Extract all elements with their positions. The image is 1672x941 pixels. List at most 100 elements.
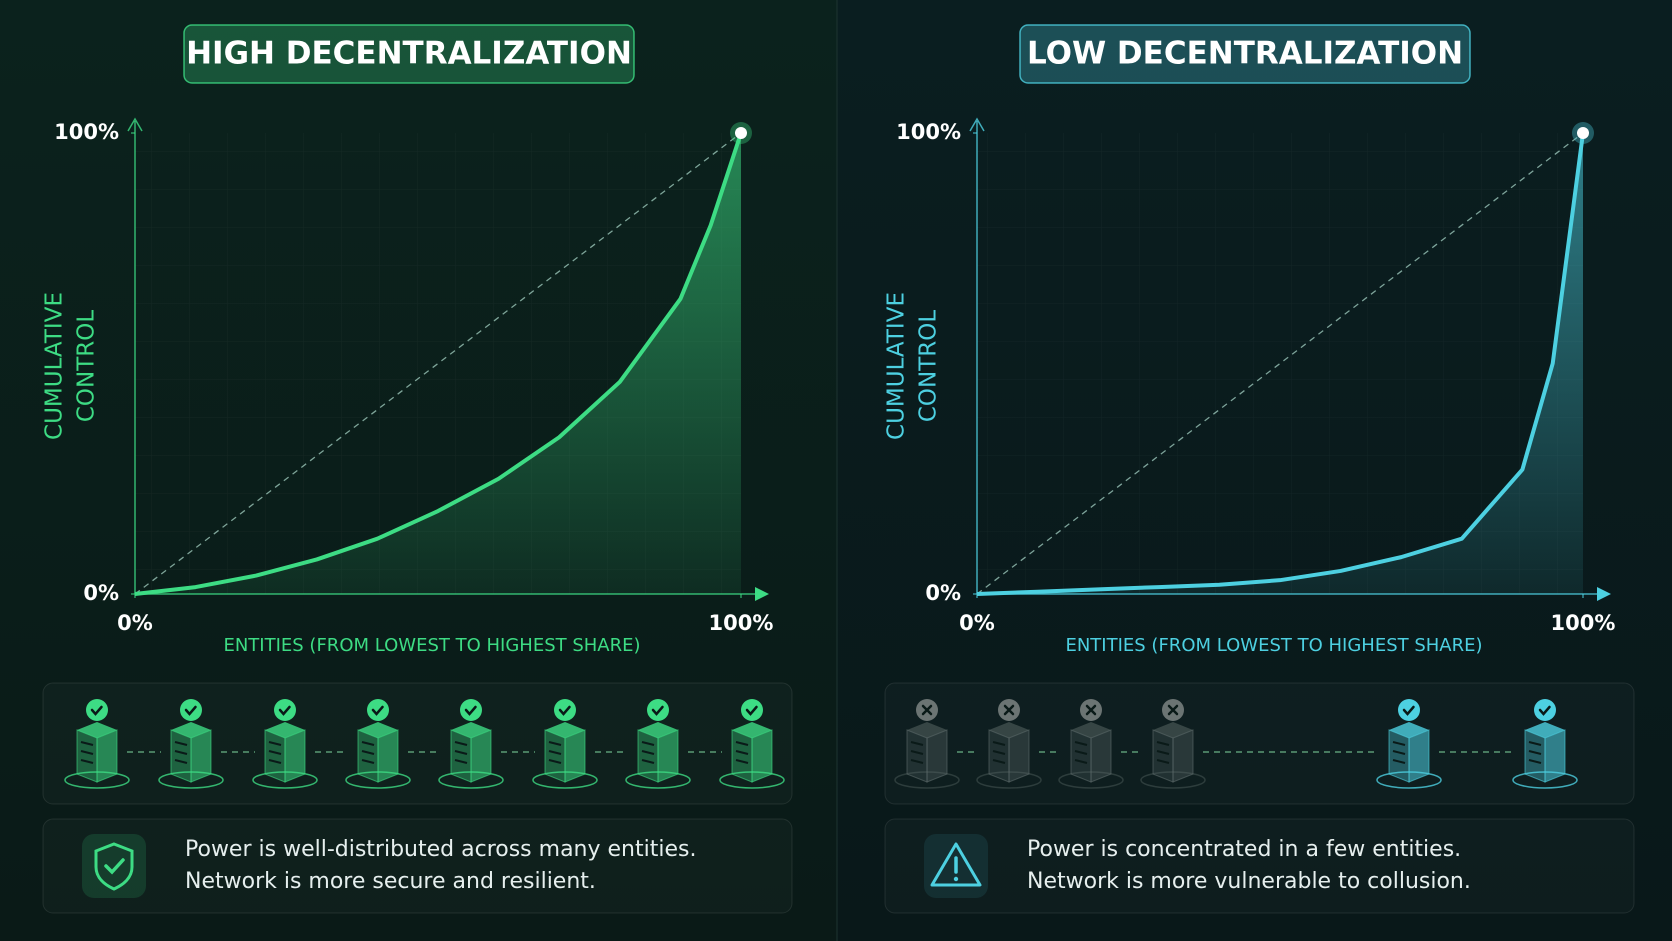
x-tick-label: 0%	[959, 611, 995, 635]
server-left	[170, 729, 192, 783]
status-badge	[554, 699, 576, 721]
server-slot	[1528, 750, 1542, 755]
check-icon	[1538, 705, 1551, 716]
server-slot	[80, 759, 94, 764]
status-badge	[86, 699, 108, 721]
server-right	[470, 729, 492, 783]
server-top	[1525, 722, 1565, 738]
check-icon	[745, 705, 758, 716]
x-icon	[1167, 704, 1179, 716]
server-right	[1408, 729, 1430, 783]
check-icon	[184, 705, 197, 716]
chart-title: HIGH DECENTRALIZATION	[186, 36, 632, 72]
status-badge	[741, 699, 763, 721]
y-axis-label: CONTROL	[916, 310, 942, 423]
server-top	[545, 722, 585, 738]
x-icon	[921, 704, 933, 716]
status-badge	[647, 699, 669, 721]
server-slot	[1074, 741, 1088, 746]
server-top	[638, 722, 678, 738]
server-left	[1152, 729, 1174, 783]
server-slot	[361, 750, 375, 755]
title-box	[183, 24, 635, 84]
server-slot	[361, 741, 375, 746]
server-slot	[1392, 759, 1406, 764]
server-left	[450, 729, 472, 783]
server-slot	[174, 759, 188, 764]
server-left	[357, 729, 379, 783]
warning-dot	[953, 876, 959, 882]
server-slot	[548, 759, 562, 764]
server-left	[76, 729, 98, 783]
server-slot	[361, 759, 375, 764]
server-right	[96, 729, 118, 783]
server-left	[1388, 729, 1410, 783]
title-box	[1019, 24, 1471, 84]
server-left	[988, 729, 1010, 783]
server-top	[1389, 722, 1429, 738]
server-left	[544, 729, 566, 783]
server-right	[1544, 729, 1566, 783]
status-badge	[180, 699, 202, 721]
server-right	[1008, 729, 1030, 783]
server-left	[1070, 729, 1092, 783]
server-right	[564, 729, 586, 783]
y-axis	[969, 117, 985, 594]
server-top	[451, 722, 491, 738]
server-slot	[641, 759, 655, 764]
server-slot	[1156, 741, 1170, 746]
y-tick-label: 100%	[54, 120, 119, 144]
server-slot	[735, 741, 749, 746]
server-top	[732, 722, 772, 738]
status-badge	[367, 699, 389, 721]
caption-box	[884, 818, 1635, 914]
nodes-box	[884, 682, 1635, 805]
server-slot	[1074, 750, 1088, 755]
server-slot	[1528, 741, 1542, 746]
server-slot	[910, 750, 924, 755]
server-right	[926, 729, 948, 783]
server-left	[1524, 729, 1546, 783]
server-slot	[735, 750, 749, 755]
x-icon	[1085, 704, 1097, 716]
server-right	[1172, 729, 1194, 783]
server-slot	[174, 750, 188, 755]
check-icon	[1402, 705, 1415, 716]
server-left	[731, 729, 753, 783]
server-slot	[992, 750, 1006, 755]
check-icon	[90, 705, 103, 716]
caption-line: Network is more vulnerable to collusion.	[1027, 869, 1471, 894]
server-slot	[641, 750, 655, 755]
curve-line	[976, 132, 1585, 596]
y-tick-label: 100%	[896, 120, 961, 144]
nodes-box	[42, 682, 793, 805]
server-slot	[992, 759, 1006, 764]
server-slot	[80, 750, 94, 755]
y-axis-label: CUMULATIVE	[884, 292, 910, 440]
y-tick-label: 0%	[925, 581, 961, 605]
y-axis-label: CONTROL	[74, 310, 100, 423]
caption-box	[42, 818, 793, 914]
status-badge	[1398, 699, 1420, 721]
server-slot	[641, 741, 655, 746]
server-right	[751, 729, 773, 783]
caption-line: Power is well-distributed across many en…	[185, 837, 696, 862]
x-tick-label: 100%	[1551, 611, 1616, 635]
curve-line	[134, 132, 743, 596]
server-top	[907, 722, 947, 738]
server-slot	[1392, 750, 1406, 755]
server-top	[1071, 722, 1111, 738]
server-right	[284, 729, 306, 783]
server-slot	[1156, 750, 1170, 755]
x-tick-label: 0%	[117, 611, 153, 635]
server-top	[989, 722, 1029, 738]
server-slot	[548, 750, 562, 755]
caption-line: Power is concentrated in a few entities.	[1027, 837, 1461, 862]
check-icon	[104, 858, 125, 875]
caption-line: Network is more secure and resilient.	[185, 869, 596, 894]
x-axis-arrow	[1597, 587, 1611, 601]
end-dot	[735, 127, 747, 139]
server-slot	[268, 741, 282, 746]
